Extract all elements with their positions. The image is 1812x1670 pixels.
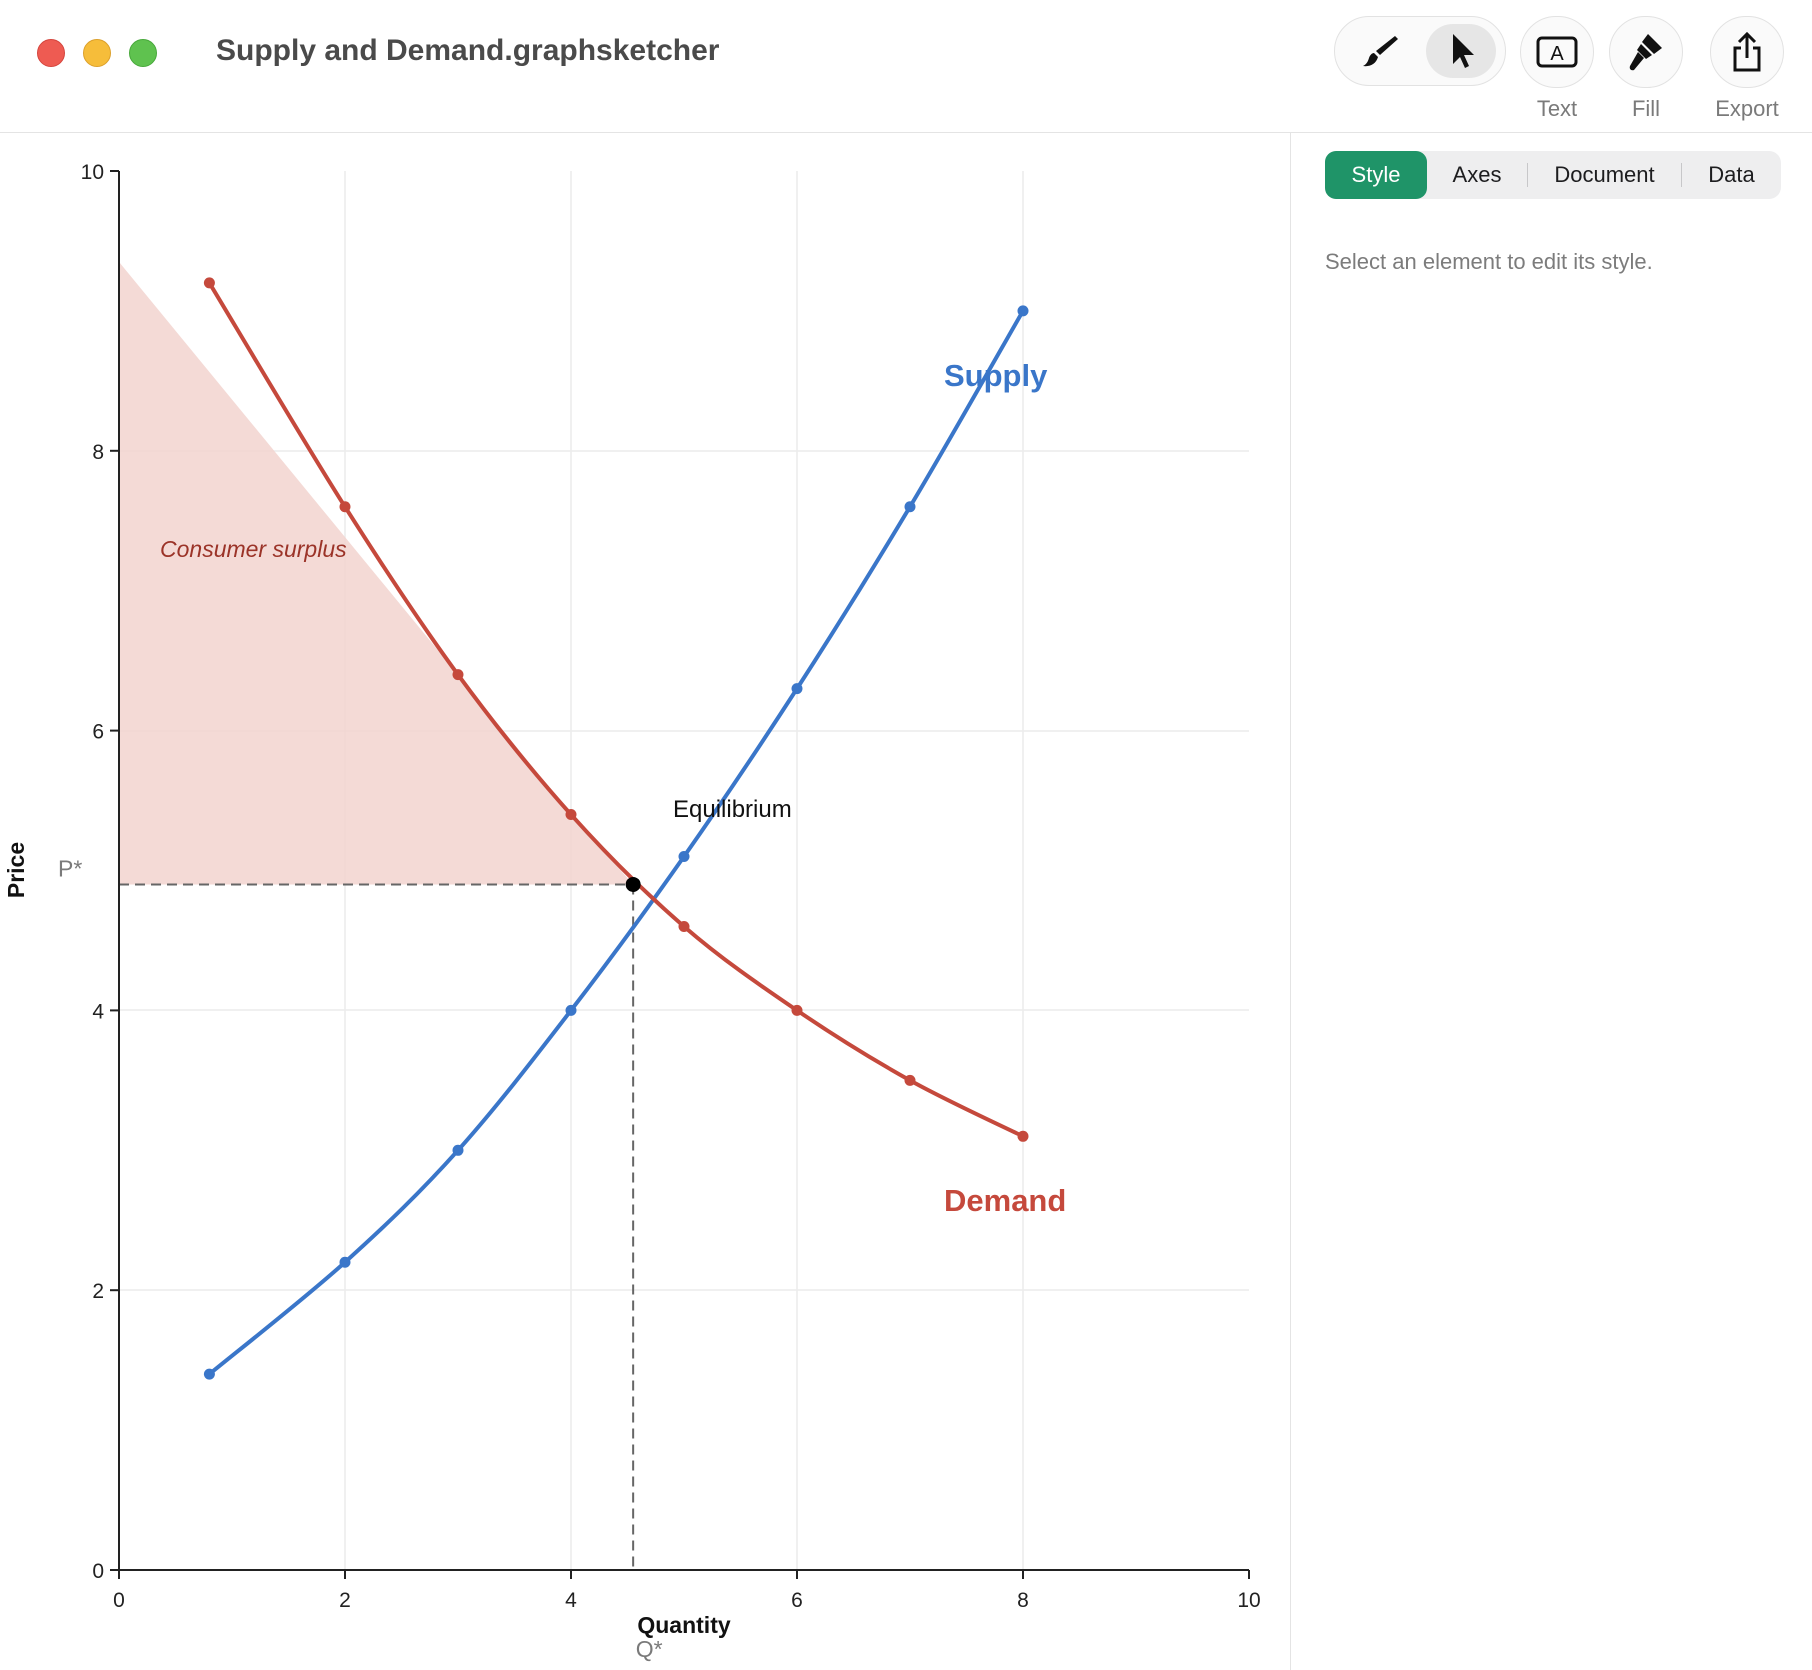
- zoom-window-button[interactable]: [129, 39, 157, 67]
- x-tick-label: 2: [339, 1589, 351, 1612]
- x-tick-label: 0: [113, 1589, 125, 1612]
- export-button[interactable]: [1710, 16, 1784, 88]
- fill-tool-button[interactable]: [1609, 16, 1683, 88]
- consumer-surplus-label[interactable]: Consumer surplus: [160, 536, 347, 562]
- y-axis-title[interactable]: Price: [3, 842, 29, 898]
- demand-point-8[interactable]: [1017, 1130, 1029, 1142]
- demand-label[interactable]: Demand: [944, 1183, 1066, 1218]
- pointer-arrow-icon: [1453, 34, 1474, 68]
- share-icon: [1733, 31, 1761, 72]
- supply-point-2[interactable]: [339, 1256, 351, 1268]
- demand-point-5[interactable]: [678, 920, 690, 932]
- tab-document[interactable]: Document: [1554, 162, 1655, 187]
- supply-point-6[interactable]: [791, 683, 803, 695]
- supply-label[interactable]: Supply: [944, 358, 1048, 393]
- supply-points: [203, 305, 1029, 1380]
- grid: [119, 171, 1249, 1570]
- supply-point-4[interactable]: [565, 1004, 577, 1016]
- export-label: Export: [1715, 96, 1779, 121]
- demand-point-7[interactable]: [904, 1074, 916, 1086]
- supply-point-8[interactable]: [1017, 305, 1029, 317]
- supply-point-7[interactable]: [904, 501, 916, 513]
- x-tick-label: 10: [1237, 1589, 1260, 1612]
- demand-point-3[interactable]: [452, 669, 464, 681]
- fill-brush-icon: [1629, 34, 1662, 71]
- document-title: Supply and Demand.graphsketcher: [216, 34, 720, 67]
- y-tick-label: 2: [92, 1280, 104, 1303]
- x-axis-title[interactable]: Quantity: [637, 1612, 730, 1638]
- y-tick-label: 4: [92, 1000, 104, 1023]
- tab-style[interactable]: Style: [1325, 151, 1427, 199]
- tab-axes[interactable]: Axes: [1452, 162, 1502, 187]
- paintbrush-icon: [1363, 36, 1398, 67]
- equilibrium-label[interactable]: Equilibrium: [673, 796, 792, 823]
- inspector-tabs: Style Axes Document Data: [1325, 151, 1781, 199]
- demand-point-4[interactable]: [565, 809, 577, 821]
- demand-point-2[interactable]: [339, 501, 351, 513]
- title-bar: Supply and Demand.graphsketcher A: [0, 0, 1812, 133]
- supply-point-3[interactable]: [452, 1144, 464, 1156]
- y-tick-label: 6: [92, 721, 104, 744]
- x-tick-label: 4: [565, 1589, 577, 1612]
- equilibrium-point[interactable]: [625, 876, 641, 892]
- text-tool-button[interactable]: A: [1520, 16, 1594, 88]
- consumer-surplus-area[interactable]: [119, 261, 634, 885]
- demand-point-6[interactable]: [791, 1004, 803, 1016]
- tab-separator: [1527, 163, 1528, 187]
- text-box-icon: A: [1536, 36, 1578, 68]
- chart-canvas[interactable]: Consumer surplus Equilibrium Supply Dema…: [0, 133, 1290, 1670]
- tab-separator: [1681, 163, 1682, 187]
- y-axis-ticks: 0 2 4 6 8 10: [81, 161, 119, 1583]
- pointer-tool-button[interactable]: [1426, 24, 1496, 78]
- quantity-star-label[interactable]: Q*: [636, 1636, 663, 1662]
- brush-tool-button[interactable]: [1345, 24, 1415, 78]
- axes: [118, 171, 1249, 1571]
- tab-data[interactable]: Data: [1708, 162, 1755, 187]
- supply-point-1[interactable]: [203, 1368, 215, 1380]
- y-tick-label: 0: [92, 1560, 104, 1583]
- x-axis-ticks: 0 2 4 6 8 10: [113, 1570, 1261, 1612]
- text-tool-label: Text: [1536, 96, 1578, 121]
- y-tick-label: 8: [92, 441, 104, 464]
- close-window-button[interactable]: [37, 39, 65, 67]
- demand-points: [203, 277, 1029, 1142]
- x-tick-label: 8: [1017, 1589, 1029, 1612]
- minimize-window-button[interactable]: [83, 39, 111, 67]
- fill-tool-label: Fill: [1631, 96, 1661, 121]
- svg-text:A: A: [1550, 43, 1564, 65]
- demand-point-1[interactable]: [203, 277, 215, 289]
- style-hint-text: Select an element to edit its style.: [1325, 249, 1653, 274]
- y-tick-label: 10: [81, 161, 104, 184]
- price-star-label[interactable]: P*: [58, 855, 82, 881]
- inspector-sidebar: Style Axes Document Data Select an eleme…: [1290, 133, 1812, 1670]
- x-tick-label: 6: [791, 1589, 803, 1612]
- tool-mode-group: [1334, 16, 1506, 86]
- supply-point-5[interactable]: [678, 851, 690, 863]
